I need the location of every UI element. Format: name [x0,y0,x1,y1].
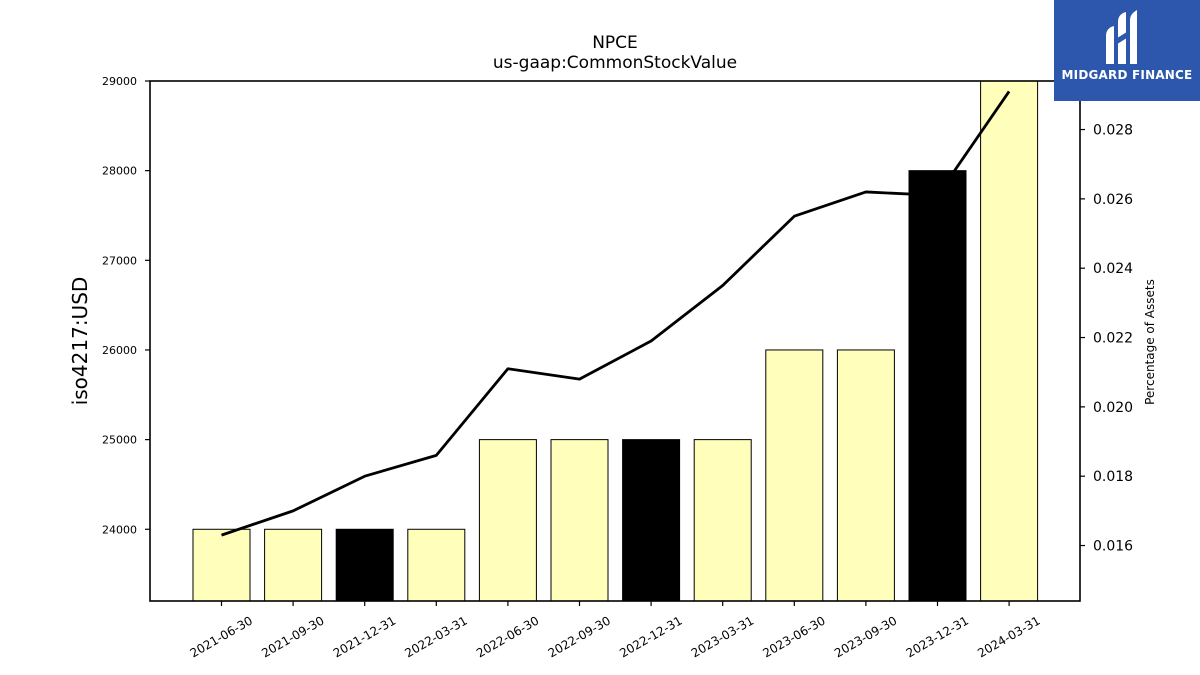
y-tick-label: 28000 [102,165,137,178]
x-tick-label: 2021-06-30 [188,613,255,660]
y-tick-label: 29000 [102,75,137,88]
x-tick-label: 2021-09-30 [259,613,326,660]
y2-tick-label: 0.016 [1093,539,1133,555]
bar [264,528,323,602]
bar [478,439,537,602]
x-tick-label: 2022-12-31 [617,613,684,660]
x-tick-label: 2021-12-31 [331,613,398,660]
x-tick-label: 2022-06-30 [474,613,541,660]
y-axis-label: iso4217:USD [68,277,92,406]
bar [836,349,895,602]
x-tick-label: 2022-09-30 [546,613,613,660]
x-tick-label: 2022-03-31 [402,613,469,660]
y2-tick-label: 0.022 [1093,331,1133,347]
percentage-line [221,90,1011,537]
y2-tick-label: 0.018 [1093,469,1133,485]
bar [622,439,681,602]
y2-axis-label: Percentage of Assets [1143,279,1157,405]
x-tick-label: 2023-09-30 [832,613,899,660]
bar [980,80,1039,602]
y2-tick-label: 0.024 [1093,261,1133,277]
chart-subtitle: us-gaap:CommonStockValue [492,53,738,73]
bar [192,528,251,602]
logo-text: MIDGARD FINANCE [1061,68,1193,82]
chart-title: NPCE [592,33,638,53]
bar [550,439,609,602]
bar [908,170,967,602]
bar [407,528,466,602]
midgard-finance-logo: MIDGARD FINANCE [1054,0,1200,101]
y2-tick-label: 0.026 [1093,192,1133,208]
logo-mark-icon [1106,10,1137,64]
x-tick-label: 2024-03-31 [975,613,1042,660]
y-tick-label: 27000 [102,254,137,267]
bar [765,349,824,602]
x-tick-label: 2023-03-31 [689,613,756,660]
x-tick-label: 2023-12-31 [904,613,971,660]
bar [335,528,394,602]
y2-tick-label: 0.020 [1093,400,1133,416]
y-tick-label: 24000 [102,523,137,536]
y-tick-label: 25000 [102,434,137,447]
y-tick-label: 26000 [102,344,137,357]
x-tick-label: 2023-06-30 [760,613,827,660]
plot-frame [149,80,1081,602]
bar [693,439,752,602]
y2-tick-label: 0.028 [1093,123,1133,139]
